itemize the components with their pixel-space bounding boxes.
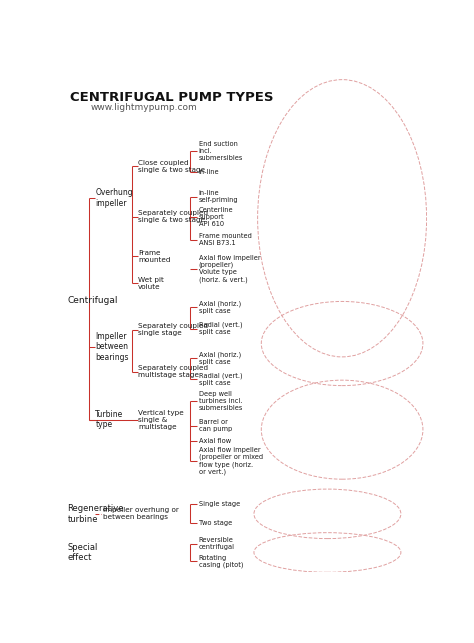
Text: Separately coupled
multistage stage: Separately coupled multistage stage <box>138 365 209 378</box>
Text: Two stage: Two stage <box>199 520 232 526</box>
Text: Centrifugal: Centrifugal <box>67 296 118 305</box>
Text: Axial flow impeller
(propeller)
Volute type
(horiz. & vert.): Axial flow impeller (propeller) Volute t… <box>199 255 261 283</box>
Text: Deep well
turbines incl.
submersibles: Deep well turbines incl. submersibles <box>199 391 243 411</box>
Text: Frame
mounted: Frame mounted <box>138 250 171 263</box>
Text: Vertical type
single &
multistage: Vertical type single & multistage <box>138 410 184 430</box>
Text: Turbine
type: Turbine type <box>95 410 124 430</box>
Text: Separately coupled
single & two stage: Separately coupled single & two stage <box>138 210 209 223</box>
Text: Impeller overhung or
between bearings: Impeller overhung or between bearings <box>102 507 179 520</box>
Text: Special
effect: Special effect <box>67 543 98 562</box>
Text: in-line: in-line <box>199 169 219 176</box>
Text: Centerline
support
API 610: Centerline support API 610 <box>199 207 234 227</box>
Text: End suction
incl.
submersibles: End suction incl. submersibles <box>199 141 243 161</box>
Text: Axial (horiz.)
split case: Axial (horiz.) split case <box>199 352 241 365</box>
Text: Axial flow impeller
(propeller or mixed
flow type (horiz.
or vert.): Axial flow impeller (propeller or mixed … <box>199 447 263 475</box>
Text: Barrel or
can pump: Barrel or can pump <box>199 419 232 432</box>
Text: Reversible
centrifugal: Reversible centrifugal <box>199 537 235 550</box>
Text: Impeller
between
bearings: Impeller between bearings <box>95 332 129 362</box>
Text: Rotating
casing (pitot): Rotating casing (pitot) <box>199 555 243 568</box>
Text: Wet pit
volute: Wet pit volute <box>138 276 164 289</box>
Text: www.lightmypump.com: www.lightmypump.com <box>91 104 197 113</box>
Text: Close coupled
single & two stage: Close coupled single & two stage <box>138 159 205 173</box>
Text: in-line
self-priming: in-line self-priming <box>199 190 238 203</box>
Text: Regenerative
turbine: Regenerative turbine <box>67 504 124 523</box>
Text: Axial flow: Axial flow <box>199 438 231 444</box>
Text: Single stage: Single stage <box>199 501 240 507</box>
Text: CENTRIFUGAL PUMP TYPES: CENTRIFUGAL PUMP TYPES <box>70 91 274 104</box>
Text: Radial (vert.)
split case: Radial (vert.) split case <box>199 322 243 336</box>
Text: Overhung
impeller: Overhung impeller <box>95 188 133 208</box>
Text: Axial (horiz.)
split case: Axial (horiz.) split case <box>199 301 241 314</box>
Text: Separately coupled
single stage: Separately coupled single stage <box>138 323 209 336</box>
Text: Frame mounted
ANSI B73.1: Frame mounted ANSI B73.1 <box>199 233 252 246</box>
Text: Radial (vert.)
split case: Radial (vert.) split case <box>199 372 243 386</box>
